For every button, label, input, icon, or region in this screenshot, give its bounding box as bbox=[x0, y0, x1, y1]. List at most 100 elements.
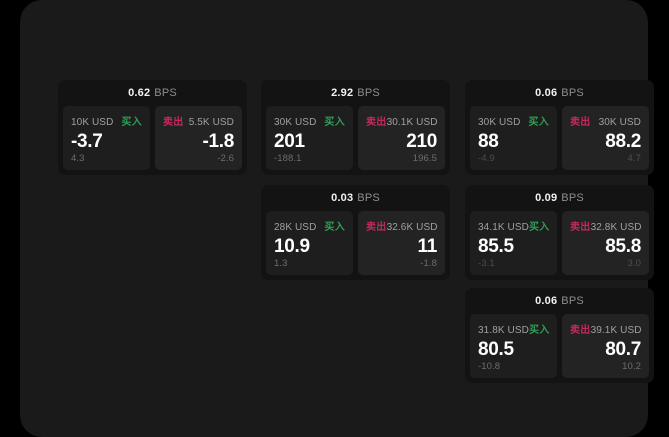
buy-panel[interactable]: 28K USD 买入 10.9 1.3 bbox=[266, 211, 353, 275]
buy-price: 10.9 bbox=[274, 235, 310, 257]
bps-value: 0.06 bbox=[535, 294, 558, 307]
buy-delta: -188.1 bbox=[274, 152, 302, 164]
buy-size-label: 28K USD bbox=[274, 222, 317, 233]
buy-delta: -4.9 bbox=[478, 152, 495, 164]
buy-panel-header: 31.8K USD 买入 bbox=[478, 321, 550, 336]
quote-sides: 31.8K USD 买入 80.5 -10.8 卖出 39.1K USD 80.7 10.2 bbox=[470, 314, 649, 378]
bps-header: 0.09 BPS bbox=[465, 185, 654, 211]
quote-card[interactable]: 0.03 BPS 28K USD 买入 10.9 1.3 卖出 32.6K USD 11 -1.8 bbox=[261, 185, 450, 280]
buy-panel[interactable]: 34.1K USD 买入 85.5 -3.1 bbox=[470, 211, 557, 275]
buy-size-label: 34.1K USD bbox=[478, 222, 529, 233]
sell-panel[interactable]: 卖出 30K USD 88.2 4.7 bbox=[562, 106, 649, 170]
sell-price: -1.8 bbox=[202, 130, 234, 152]
bps-value: 0.03 bbox=[331, 191, 354, 204]
buy-price: 88 bbox=[478, 130, 499, 152]
buy-side-tag[interactable]: 买入 bbox=[528, 222, 550, 233]
sell-size-label: 30.1K USD bbox=[386, 117, 438, 128]
bps-value: 0.09 bbox=[535, 191, 558, 204]
buy-panel[interactable]: 30K USD 买入 201 -188.1 bbox=[266, 106, 353, 170]
sell-size-label: 5.5K USD bbox=[188, 117, 234, 128]
sell-size-label: 32.6K USD bbox=[386, 222, 438, 233]
quote-card[interactable]: 2.92 BPS 30K USD 买入 201 -188.1 卖出 30.1K USD 210 1… bbox=[261, 80, 450, 175]
app-surface: 0.62 BPS 10K USD 买入 -3.7 4.3 卖出 5.5K USD -1.8 -2.… bbox=[20, 0, 654, 437]
buy-delta: -3.1 bbox=[478, 257, 495, 269]
sell-delta: -2.6 bbox=[217, 152, 234, 164]
sell-panel[interactable]: 卖出 5.5K USD -1.8 -2.6 bbox=[155, 106, 242, 170]
bps-header: 2.92 BPS bbox=[261, 80, 450, 106]
buy-price: -3.7 bbox=[71, 130, 103, 152]
buy-delta: 1.3 bbox=[274, 257, 288, 269]
buy-delta: -10.8 bbox=[478, 360, 501, 372]
buy-price: 85.5 bbox=[478, 235, 514, 257]
quote-sides: 30K USD 买入 88 -4.9 卖出 30K USD 88.2 4.7 bbox=[470, 106, 649, 170]
sell-panel[interactable]: 卖出 32.6K USD 11 -1.8 bbox=[358, 211, 445, 275]
sell-panel-header: 卖出 5.5K USD bbox=[163, 113, 234, 128]
buy-panel[interactable]: 31.8K USD 买入 80.5 -10.8 bbox=[470, 314, 557, 378]
sell-panel-header: 卖出 30.1K USD bbox=[366, 113, 438, 128]
quote-sides: 10K USD 买入 -3.7 4.3 卖出 5.5K USD -1.8 -2.6 bbox=[63, 106, 242, 170]
sell-panel[interactable]: 卖出 30.1K USD 210 196.5 bbox=[358, 106, 445, 170]
sell-side-tag[interactable]: 卖出 bbox=[570, 222, 591, 233]
sell-delta: 3.0 bbox=[627, 257, 641, 269]
sell-panel[interactable]: 卖出 39.1K USD 80.7 10.2 bbox=[562, 314, 649, 378]
quote-card[interactable]: 0.62 BPS 10K USD 买入 -3.7 4.3 卖出 5.5K USD -1.8 -2.… bbox=[58, 80, 247, 175]
quote-sides: 34.1K USD 买入 85.5 -3.1 卖出 32.8K USD 85.8 3.0 bbox=[470, 211, 649, 275]
buy-side-tag[interactable]: 买入 bbox=[121, 117, 142, 128]
quote-sides: 28K USD 买入 10.9 1.3 卖出 32.6K USD 11 -1.8 bbox=[266, 211, 445, 275]
buy-panel-header: 30K USD 买入 bbox=[478, 113, 549, 128]
buy-size-label: 30K USD bbox=[274, 117, 317, 128]
quote-card[interactable]: 0.09 BPS 34.1K USD 买入 85.5 -3.1 卖出 32.8K USD 85.… bbox=[465, 185, 654, 280]
sell-price: 85.8 bbox=[605, 235, 641, 257]
buy-panel-header: 10K USD 买入 bbox=[71, 113, 142, 128]
buy-side-tag[interactable]: 买入 bbox=[528, 117, 549, 128]
buy-delta: 4.3 bbox=[71, 152, 85, 164]
buy-panel[interactable]: 10K USD 买入 -3.7 4.3 bbox=[63, 106, 150, 170]
sell-panel[interactable]: 卖出 32.8K USD 85.8 3.0 bbox=[562, 211, 649, 275]
buy-size-label: 30K USD bbox=[478, 117, 521, 128]
sell-price: 11 bbox=[417, 235, 438, 257]
sell-side-tag[interactable]: 卖出 bbox=[163, 117, 184, 128]
buy-price: 80.5 bbox=[478, 338, 514, 360]
bps-header: 0.62 BPS bbox=[58, 80, 247, 106]
bps-value: 0.62 bbox=[128, 86, 151, 99]
buy-side-tag[interactable]: 买入 bbox=[324, 117, 345, 128]
bps-unit-label: BPS bbox=[154, 86, 177, 99]
bps-header: 0.03 BPS bbox=[261, 185, 450, 211]
sell-panel-header: 卖出 32.8K USD bbox=[570, 218, 642, 233]
sell-price: 210 bbox=[406, 130, 437, 152]
sell-price: 80.7 bbox=[605, 338, 641, 360]
buy-side-tag[interactable]: 买入 bbox=[528, 325, 550, 336]
bps-value: 0.06 bbox=[535, 86, 558, 99]
sell-delta: 4.7 bbox=[627, 152, 641, 164]
sell-delta: 10.2 bbox=[622, 360, 641, 372]
sell-delta: -1.8 bbox=[420, 257, 437, 269]
bps-header: 0.06 BPS bbox=[465, 288, 654, 314]
sell-side-tag[interactable]: 卖出 bbox=[570, 325, 591, 336]
quote-board: 0.62 BPS 10K USD 买入 -3.7 4.3 卖出 5.5K USD -1.8 -2.… bbox=[58, 80, 654, 385]
buy-size-label: 31.8K USD bbox=[478, 325, 529, 336]
buy-panel-header: 30K USD 买入 bbox=[274, 113, 345, 128]
sell-side-tag[interactable]: 卖出 bbox=[570, 117, 591, 128]
sell-panel-header: 卖出 32.6K USD bbox=[366, 218, 438, 233]
quote-card[interactable]: 0.06 BPS 31.8K USD 买入 80.5 -10.8 卖出 39.1K USD 80… bbox=[465, 288, 654, 383]
sell-price: 88.2 bbox=[605, 130, 641, 152]
sell-side-tag[interactable]: 卖出 bbox=[366, 117, 387, 128]
buy-panel[interactable]: 30K USD 买入 88 -4.9 bbox=[470, 106, 557, 170]
buy-size-label: 10K USD bbox=[71, 117, 114, 128]
bps-unit-label: BPS bbox=[561, 294, 584, 307]
buy-side-tag[interactable]: 买入 bbox=[324, 222, 345, 233]
sell-size-label: 30K USD bbox=[598, 117, 641, 128]
buy-panel-header: 34.1K USD 买入 bbox=[478, 218, 550, 233]
sell-side-tag[interactable]: 卖出 bbox=[366, 222, 387, 233]
sell-panel-header: 卖出 39.1K USD bbox=[570, 321, 642, 336]
sell-size-label: 32.8K USD bbox=[590, 222, 642, 233]
sell-panel-header: 卖出 30K USD bbox=[570, 113, 641, 128]
buy-panel-header: 28K USD 买入 bbox=[274, 218, 345, 233]
bps-value: 2.92 bbox=[331, 86, 354, 99]
bps-header: 0.06 BPS bbox=[465, 80, 654, 106]
quote-card[interactable]: 0.06 BPS 30K USD 买入 88 -4.9 卖出 30K USD 88.2 4.7 bbox=[465, 80, 654, 175]
bps-unit-label: BPS bbox=[357, 86, 380, 99]
buy-price: 201 bbox=[274, 130, 305, 152]
bps-unit-label: BPS bbox=[357, 191, 380, 204]
sell-size-label: 39.1K USD bbox=[590, 325, 642, 336]
